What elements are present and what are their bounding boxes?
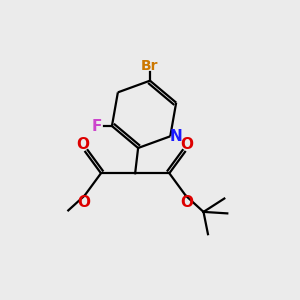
Text: O: O: [76, 137, 90, 152]
Text: F: F: [91, 118, 102, 134]
Text: O: O: [77, 195, 90, 210]
Text: O: O: [180, 195, 194, 210]
Text: N: N: [169, 129, 182, 144]
Text: Br: Br: [141, 59, 159, 73]
Text: O: O: [181, 137, 194, 152]
